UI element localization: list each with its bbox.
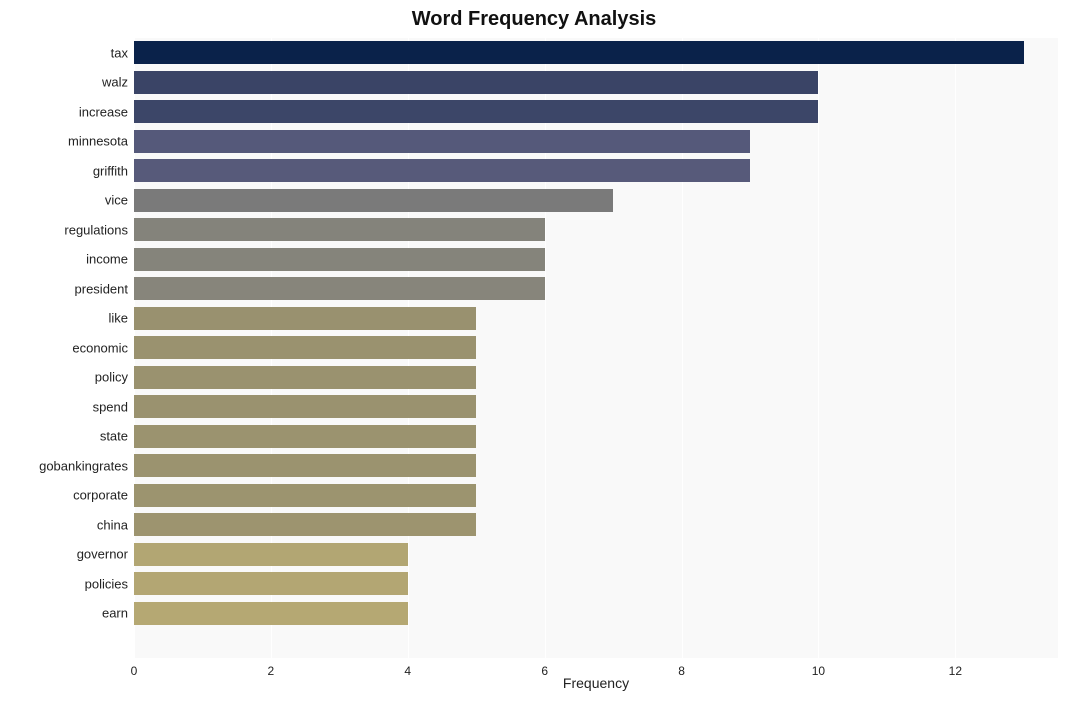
bar-row	[134, 425, 476, 448]
y-axis-label: increase	[8, 105, 128, 118]
bar-row	[134, 130, 750, 153]
bar	[134, 159, 750, 182]
bar	[134, 513, 476, 536]
bar-row	[134, 277, 545, 300]
bar	[134, 71, 818, 94]
bar	[134, 100, 818, 123]
bar-row	[134, 248, 545, 271]
bar-row	[134, 71, 818, 94]
y-axis-label: china	[8, 518, 128, 531]
y-axis-label: walz	[8, 76, 128, 89]
bar	[134, 425, 476, 448]
y-axis-label: like	[8, 312, 128, 325]
y-axis-label: griffith	[8, 164, 128, 177]
bar-row	[134, 189, 613, 212]
bar	[134, 336, 476, 359]
bar-row	[134, 395, 476, 418]
x-tick-label: 12	[949, 664, 962, 678]
y-axis-label: minnesota	[8, 135, 128, 148]
y-axis-label: tax	[8, 46, 128, 59]
y-axis-label: earn	[8, 607, 128, 620]
x-tick-label: 6	[541, 664, 548, 678]
bar-row	[134, 572, 408, 595]
bar-row	[134, 454, 476, 477]
x-tick-label: 2	[268, 664, 275, 678]
y-axis-label: economic	[8, 341, 128, 354]
bar	[134, 395, 476, 418]
y-axis-label: president	[8, 282, 128, 295]
x-tick-label: 4	[404, 664, 411, 678]
bar-row	[134, 41, 1024, 64]
bar	[134, 130, 750, 153]
x-tick-label: 0	[131, 664, 138, 678]
y-axis-label: spend	[8, 400, 128, 413]
y-axis-label: policies	[8, 577, 128, 590]
y-axis-label: regulations	[8, 223, 128, 236]
y-axis-label: state	[8, 430, 128, 443]
y-axis-label: corporate	[8, 489, 128, 502]
y-axis-label: gobankingrates	[8, 459, 128, 472]
bar	[134, 572, 408, 595]
bar	[134, 484, 476, 507]
bar-row	[134, 336, 476, 359]
bar-row	[134, 543, 408, 566]
bar	[134, 602, 408, 625]
plot-area	[134, 38, 1058, 658]
bar	[134, 218, 545, 241]
y-axis-label: income	[8, 253, 128, 266]
bar	[134, 454, 476, 477]
bar-row	[134, 602, 408, 625]
y-axis-label: governor	[8, 548, 128, 561]
y-axis-label: policy	[8, 371, 128, 384]
bar	[134, 189, 613, 212]
bar	[134, 277, 545, 300]
bar	[134, 307, 476, 330]
word-frequency-chart: Word Frequency Analysis Frequency 024681…	[0, 0, 1068, 701]
bar-row	[134, 366, 476, 389]
gridline	[955, 38, 956, 658]
x-tick-label: 8	[678, 664, 685, 678]
chart-title: Word Frequency Analysis	[0, 8, 1068, 31]
bar-row	[134, 100, 818, 123]
bar-row	[134, 484, 476, 507]
gridline	[818, 38, 819, 658]
bar	[134, 366, 476, 389]
bar-row	[134, 159, 750, 182]
x-tick-label: 10	[812, 664, 825, 678]
bar	[134, 543, 408, 566]
bar-row	[134, 513, 476, 536]
y-axis-label: vice	[8, 194, 128, 207]
bar-row	[134, 218, 545, 241]
bar	[134, 41, 1024, 64]
bar	[134, 248, 545, 271]
bar-row	[134, 307, 476, 330]
